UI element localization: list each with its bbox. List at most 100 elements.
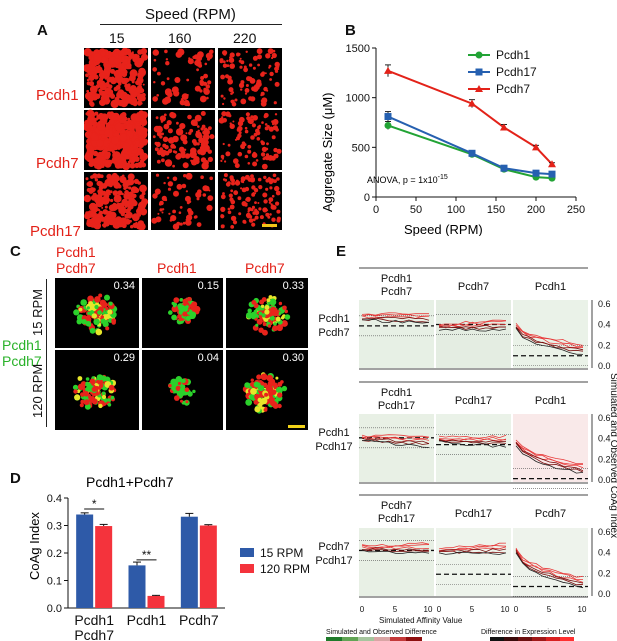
cell-blob <box>275 316 281 322</box>
b-x-tick-label: 100 <box>447 204 465 216</box>
b-legend-label: Pcdh17 <box>496 65 537 79</box>
aggregate-blob <box>119 67 123 70</box>
aggregate-blob <box>134 162 140 169</box>
cell-blob <box>250 378 254 382</box>
aggregate-blob <box>122 162 130 171</box>
aggregate-blob <box>181 93 189 100</box>
aggregate-blob <box>241 201 247 207</box>
e-plot-bg <box>436 414 511 482</box>
cell-blob <box>85 377 90 381</box>
cell-blob <box>272 325 279 332</box>
e-plot-bg <box>359 414 434 482</box>
e-y-tick-label: 0.0 <box>598 589 611 599</box>
aggregate-blob <box>247 118 254 125</box>
aggregate-blob <box>265 53 271 59</box>
aggregate-blob <box>265 147 269 151</box>
aggregate-blob <box>223 173 228 178</box>
aggregate-blob <box>131 155 137 162</box>
aggregate-blob <box>268 201 272 204</box>
aggregate-blob <box>161 208 165 211</box>
aggregate-blob <box>118 206 127 215</box>
aggregate-blob <box>104 76 108 80</box>
aggregate-blob <box>244 126 248 130</box>
aggregate-blob <box>90 116 93 120</box>
e-sim-line <box>515 442 584 472</box>
aggregate-blob <box>114 74 117 77</box>
aggregate-blob <box>107 143 110 146</box>
aggregate-blob <box>268 176 271 179</box>
aggregate-blob <box>136 61 139 65</box>
aggregate-blob <box>152 49 159 56</box>
cell-blob <box>101 394 107 400</box>
aggregate-blob <box>245 202 248 205</box>
e-sim-line <box>515 327 584 355</box>
aggregate-blob <box>266 125 270 129</box>
c-row-label-15: 15 RPM <box>30 289 45 336</box>
aggregate-blob <box>95 49 98 53</box>
e-sim-line <box>438 323 507 329</box>
aggregate-blob <box>209 176 213 181</box>
aggregate-blob <box>223 52 227 56</box>
cell-blob <box>76 314 84 322</box>
b-point <box>548 170 556 178</box>
cell-blob <box>273 322 277 326</box>
aggregate-blob <box>101 99 107 105</box>
aggregate-blob <box>197 129 200 132</box>
aggregate-blob <box>95 157 103 165</box>
b-point <box>548 160 556 168</box>
e-sim-line <box>361 547 430 552</box>
e-sim-line <box>438 327 507 332</box>
aggregate-blob <box>189 150 197 159</box>
aggregate-blob <box>97 123 106 131</box>
row-label-pcdh17: Pcdh17 <box>30 223 81 240</box>
aggregate-blob <box>105 138 109 141</box>
aggregate-blob <box>156 159 161 164</box>
e-sim-line <box>515 443 584 473</box>
aggregate-blob <box>274 185 280 192</box>
aggregate-blob <box>227 210 232 215</box>
aggregate-blob <box>176 121 179 125</box>
aggregate-blob <box>117 146 121 150</box>
aggregate-blob <box>236 136 240 141</box>
aggregate-blob <box>182 221 186 225</box>
cell-blob <box>247 308 252 313</box>
aggregate-blob <box>101 206 104 209</box>
e-sim-line <box>515 548 584 578</box>
aggregate-blob <box>182 139 188 145</box>
cell-blob <box>94 296 101 303</box>
aggregate-blob <box>244 88 250 93</box>
aggregate-blob <box>188 131 192 135</box>
e-legend2-title: Difference in Expression Level <box>481 629 576 636</box>
aggregate-blob <box>228 87 234 93</box>
aggregate-blob <box>94 178 99 182</box>
cell-blob <box>268 380 273 385</box>
aggregate-blob <box>136 79 142 84</box>
cell-blob <box>184 387 190 392</box>
aggregate-blob <box>103 224 107 228</box>
e-y-tick-label: 0.6 <box>598 299 611 309</box>
aggregate-blob <box>255 128 260 134</box>
cell-blob <box>186 296 192 302</box>
aggregate-blob <box>185 219 192 226</box>
aggregate-blob <box>220 206 226 212</box>
aggregate-blob <box>155 216 162 223</box>
cell-blob <box>189 312 196 319</box>
aggregate-blob <box>164 198 168 202</box>
aggregate-blob <box>195 117 198 120</box>
aggregate-blob <box>226 64 230 67</box>
aggregate-blob <box>165 61 170 66</box>
cell-blob <box>261 313 266 318</box>
cell-blob <box>267 324 272 328</box>
aggregate-blob <box>261 71 265 75</box>
e-col-label: Pcdh7 <box>381 286 412 298</box>
aggregate-blob <box>99 69 104 73</box>
aggregate-blob <box>200 111 206 116</box>
e-sim-line <box>438 439 507 443</box>
aggregate-blob <box>86 154 90 158</box>
aggregate-blob <box>160 120 164 123</box>
cell-blob <box>179 298 184 302</box>
aggregate-blob <box>140 48 148 55</box>
aggregate-blob <box>257 202 260 204</box>
b-legend-marker <box>475 51 483 59</box>
cell-blob <box>168 310 173 315</box>
